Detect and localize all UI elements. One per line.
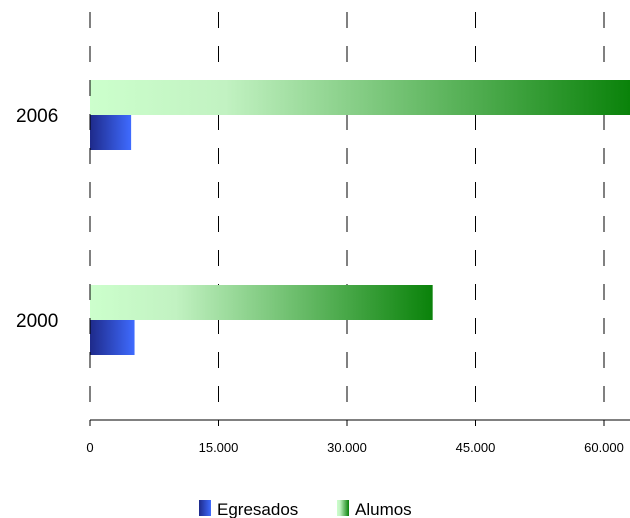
category-label: 2006 xyxy=(16,106,58,127)
x-tick-label: 60.000 xyxy=(584,440,624,455)
legend-label-egresados: Egresados xyxy=(217,500,298,518)
legend-swatch-alumos xyxy=(337,500,349,516)
bars xyxy=(90,80,630,355)
bar-egresados-2000 xyxy=(90,320,135,355)
category-labels: 2006 2000 xyxy=(16,106,58,332)
x-axis: 0 15.000 30.000 45.000 60.000 xyxy=(86,12,630,455)
bar-alumos-2006 xyxy=(90,80,630,115)
legend-swatch-egresados xyxy=(199,500,211,516)
legend: Egresados Alumos xyxy=(199,500,412,518)
bar-alumos-2000 xyxy=(90,285,433,320)
x-tick-label: 30.000 xyxy=(327,440,367,455)
category-label: 2000 xyxy=(16,311,58,332)
x-tick-label: 0 xyxy=(86,440,93,455)
legend-label-alumos: Alumos xyxy=(355,500,412,518)
gridlines xyxy=(218,12,605,420)
bar-egresados-2006 xyxy=(90,115,132,150)
x-tick-label: 15.000 xyxy=(199,440,239,455)
x-tick-label: 45.000 xyxy=(456,440,496,455)
